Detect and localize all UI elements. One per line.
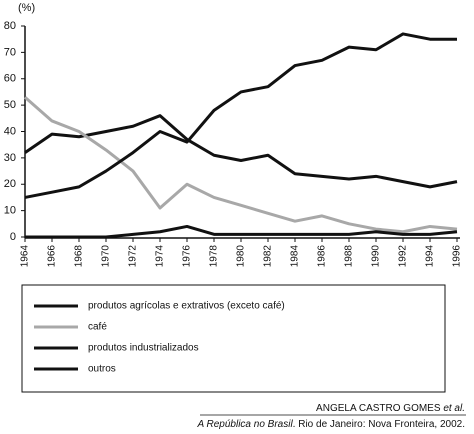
y-tick-label: 20	[4, 178, 16, 190]
x-tick-label: 1968	[74, 245, 85, 268]
legend-label: produtos agrícolas e extrativos (exceto …	[88, 301, 285, 312]
y-tick-label: 70	[4, 46, 16, 58]
series-line	[25, 224, 458, 239]
y-tick-label: 50	[4, 99, 16, 111]
x-tick-label: 1996	[452, 245, 463, 268]
x-tick-label: 1972	[128, 245, 139, 268]
x-tick-label: 1984	[290, 245, 301, 268]
series-line	[24, 114, 458, 189]
x-tick-label: 1982	[263, 245, 274, 268]
x-tick-label: 1986	[317, 245, 328, 268]
x-tick-label: 1964	[20, 245, 31, 268]
y-unit-label: (%)	[18, 2, 35, 14]
y-tick-label: 10	[4, 205, 16, 217]
x-tick-label: 1988	[344, 245, 355, 268]
x-tick-label: 1976	[182, 245, 193, 268]
legend-label: café	[88, 322, 107, 333]
y-tick-label: 0	[10, 231, 16, 243]
legend-box	[21, 284, 446, 393]
legend-label: produtos industrializados	[88, 343, 199, 354]
source-author: ANGELA CASTRO GOMES et al.	[316, 403, 465, 414]
series-line	[24, 32, 457, 199]
x-tick-label: 1994	[425, 245, 436, 268]
legend-label: outros	[88, 364, 116, 375]
x-tick-label: 1990	[371, 245, 382, 268]
x-tick-label: 1970	[101, 245, 112, 268]
y-tick-label: 60	[4, 73, 16, 85]
y-tick-label: 40	[4, 125, 16, 137]
x-tick-label: 1978	[209, 245, 220, 268]
x-tick-label: 1974	[155, 245, 166, 268]
source-reference: A República no Brasil. Rio de Janeiro: N…	[196, 419, 465, 430]
x-tick-label: 1980	[236, 245, 247, 268]
series-line	[24, 96, 458, 234]
y-tick-label: 80	[4, 20, 16, 32]
x-tick-label: 1966	[47, 245, 58, 268]
x-tick-label: 1992	[398, 245, 409, 268]
y-tick-label: 30	[4, 152, 16, 164]
